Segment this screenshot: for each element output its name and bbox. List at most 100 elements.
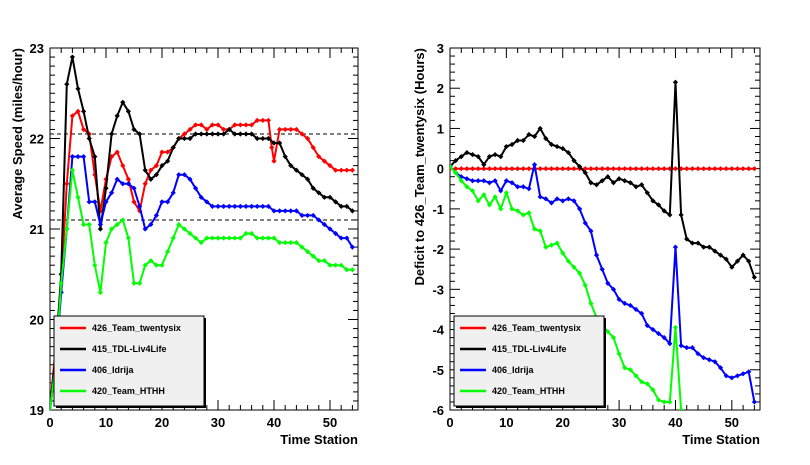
data-point — [153, 163, 159, 169]
data-point — [723, 373, 729, 379]
data-point — [565, 196, 571, 202]
data-point — [333, 199, 339, 205]
data-point — [176, 172, 182, 178]
data-point — [125, 181, 131, 187]
y-tick-label: -3 — [432, 282, 444, 297]
data-point — [486, 180, 493, 186]
chart-panel-2: 0 10 20 30 40 50 -6 -5 -4 -3 -2 -1 0 1 2 3 426_Team_twen… — [412, 41, 761, 447]
data-point — [69, 167, 75, 173]
data-point — [120, 163, 126, 169]
data-point — [288, 239, 294, 246]
data-point — [537, 166, 543, 172]
data-point — [153, 262, 159, 268]
data-point — [209, 235, 215, 241]
data-point — [605, 328, 611, 335]
data-point — [661, 399, 667, 405]
data-point — [475, 178, 481, 184]
data-point — [610, 166, 617, 172]
data-point — [577, 270, 583, 276]
data-point — [548, 242, 555, 248]
data-point — [327, 226, 333, 232]
data-point — [305, 176, 311, 182]
series-1 — [450, 166, 757, 172]
data-point — [260, 135, 266, 142]
data-point — [655, 202, 662, 208]
data-point — [271, 140, 277, 146]
data-point — [86, 199, 92, 205]
series-4 — [450, 164, 684, 410]
data-point — [746, 258, 752, 264]
data-point — [221, 203, 227, 209]
data-point — [97, 289, 103, 295]
data-point — [577, 206, 583, 212]
data-point — [593, 182, 600, 188]
data-point — [137, 203, 143, 209]
data-point — [131, 199, 137, 205]
data-point — [582, 220, 588, 226]
data-point — [667, 399, 673, 405]
data-point — [650, 326, 656, 333]
data-point — [622, 166, 628, 172]
y-tick-label: 21 — [30, 222, 44, 237]
data-point — [560, 198, 566, 204]
data-point — [520, 212, 526, 218]
data-point — [450, 164, 453, 170]
data-point — [254, 135, 260, 142]
data-point — [751, 399, 757, 405]
data-point — [622, 178, 628, 184]
data-point — [644, 381, 650, 387]
data-point — [299, 172, 305, 178]
data-point — [114, 149, 120, 155]
data-point — [672, 324, 679, 331]
data-point — [338, 235, 344, 241]
data-point — [639, 166, 645, 172]
data-point — [198, 194, 204, 200]
data-point — [142, 226, 148, 232]
data-point — [701, 166, 707, 172]
data-point — [237, 122, 243, 128]
data-point — [616, 176, 622, 182]
data-point — [582, 282, 588, 288]
data-point — [187, 176, 193, 182]
data-point — [209, 203, 215, 209]
data-point — [616, 351, 622, 357]
data-point — [678, 407, 684, 410]
data-point — [120, 99, 126, 105]
data-point — [305, 249, 311, 255]
data-point — [616, 296, 622, 302]
data-point — [633, 184, 639, 190]
data-point — [464, 149, 470, 156]
data-point — [293, 126, 299, 133]
data-point — [672, 244, 679, 250]
data-point — [69, 54, 75, 60]
data-point — [86, 135, 92, 142]
data-point — [109, 131, 115, 137]
data-point — [706, 357, 712, 363]
data-point — [305, 212, 311, 219]
data-point — [639, 379, 645, 385]
data-point — [712, 248, 718, 254]
data-point — [282, 208, 288, 214]
data-point — [667, 212, 673, 218]
data-point — [142, 181, 148, 187]
data-point — [689, 166, 695, 172]
data-point — [633, 306, 639, 313]
data-point — [232, 122, 238, 128]
data-point — [588, 180, 594, 186]
data-point — [299, 212, 305, 219]
x-tick-label: 10 — [499, 415, 513, 430]
data-point — [622, 365, 628, 371]
data-point — [503, 166, 509, 172]
data-point — [605, 280, 611, 286]
data-point — [293, 208, 299, 214]
data-point — [554, 166, 560, 172]
data-point — [503, 190, 509, 196]
x-tick-label: 30 — [612, 415, 626, 430]
data-point — [310, 253, 316, 259]
data-point — [695, 166, 701, 172]
data-point — [734, 258, 741, 264]
data-point — [577, 164, 583, 170]
data-point — [349, 244, 355, 250]
data-point — [86, 221, 92, 228]
series-2 — [50, 54, 355, 410]
